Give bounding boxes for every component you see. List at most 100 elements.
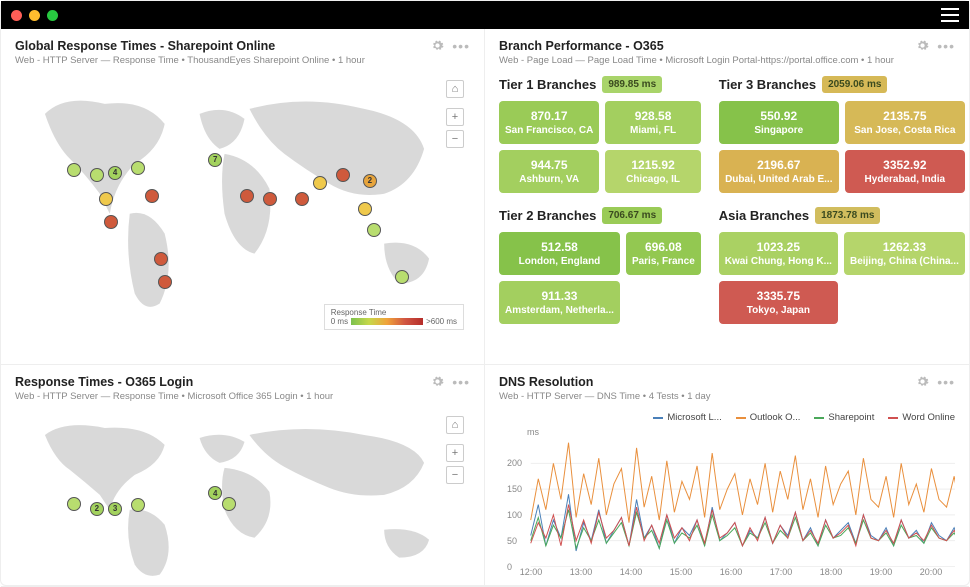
panel-global-response: Global Response Times - Sharepoint Onlin… <box>1 29 485 365</box>
panel-subtitle: Web - HTTP Server — Response Time • Thou… <box>15 55 365 66</box>
map-marker[interactable] <box>99 192 113 206</box>
menu-icon[interactable] <box>941 8 959 22</box>
tier-group: Tier 3 Branches2059.06 ms550.92Singapore… <box>719 76 965 193</box>
legend-item[interactable]: Word Online <box>888 412 955 423</box>
branch-card[interactable]: 2135.75 San Jose, Costa Rica <box>845 101 965 144</box>
map-marker[interactable] <box>295 192 309 206</box>
map-marker[interactable]: 4 <box>108 166 122 180</box>
world-map[interactable]: ⌂ + − 23 4 <box>15 410 470 580</box>
gear-icon[interactable] <box>916 39 929 52</box>
branch-card[interactable]: 870.17San Francisco, CA <box>499 101 599 144</box>
branch-card[interactable]: 2196.67Dubai, United Arab E... <box>719 150 839 193</box>
branch-value: 2135.75 <box>851 109 959 123</box>
x-tick: 17:00 <box>770 567 793 577</box>
tier-badge: 1873.78 ms <box>815 207 880 224</box>
gear-icon[interactable] <box>431 375 444 388</box>
branch-card[interactable]: 550.92Singapore <box>719 101 839 144</box>
branch-label: San Jose, Costa Rica <box>851 125 959 136</box>
map-zoom-in[interactable]: + <box>446 108 464 126</box>
more-icon[interactable]: ••• <box>452 377 470 387</box>
y-tick: 0 <box>507 562 512 572</box>
x-tick: 20:00 <box>920 567 943 577</box>
map-marker[interactable] <box>145 189 159 203</box>
panel-branch-performance: Branch Performance - O365 Web - Page Loa… <box>485 29 969 365</box>
map-marker[interactable] <box>90 168 104 182</box>
panel-title: Branch Performance - O365 <box>499 39 894 53</box>
tier-name: Tier 3 Branches <box>719 77 816 92</box>
x-tick: 14:00 <box>620 567 643 577</box>
tier-name: Tier 2 Branches <box>499 208 596 223</box>
more-icon[interactable]: ••• <box>452 41 470 51</box>
y-tick: 150 <box>507 484 522 494</box>
branch-value: 1215.92 <box>611 158 694 172</box>
gear-icon[interactable] <box>916 375 929 388</box>
map-home-icon[interactable]: ⌂ <box>446 416 464 434</box>
map-marker[interactable] <box>154 252 168 266</box>
map-marker[interactable] <box>131 161 145 175</box>
close-dot[interactable] <box>11 10 22 21</box>
x-tick: 12:00 <box>520 567 543 577</box>
branch-label: Ashburn, VA <box>505 174 593 185</box>
map-marker[interactable] <box>67 497 81 511</box>
tier-badge: 989.85 ms <box>602 76 662 93</box>
map-marker[interactable] <box>67 163 81 177</box>
branch-card[interactable]: 1262.33Beijing, China (China... <box>844 232 965 275</box>
branch-card[interactable]: 3352.92Hyderabad, India <box>845 150 965 193</box>
branch-card[interactable]: 696.08 Paris, France <box>626 232 701 275</box>
panel-subtitle: Web - HTTP Server — DNS Time • 4 Tests •… <box>499 391 711 402</box>
map-marker[interactable] <box>222 497 236 511</box>
map-zoom-out[interactable]: − <box>446 130 464 148</box>
map-marker[interactable] <box>358 202 372 216</box>
max-dot[interactable] <box>47 10 58 21</box>
panel-subtitle: Web - HTTP Server — Response Time • Micr… <box>15 391 333 402</box>
branch-card[interactable]: 911.33Amsterdam, Netherla... <box>499 281 620 324</box>
branch-card[interactable]: 1023.25Kwai Chung, Hong K... <box>719 232 838 275</box>
y-unit: ms <box>527 427 539 437</box>
legend-item[interactable]: Outlook O... <box>736 412 801 423</box>
map-marker[interactable] <box>104 215 118 229</box>
branch-label: Amsterdam, Netherla... <box>505 305 614 316</box>
min-dot[interactable] <box>29 10 40 21</box>
line-chart[interactable]: ms 05010015020012:0013:0014:0015:0016:00… <box>499 427 955 577</box>
gear-icon[interactable] <box>431 39 444 52</box>
map-marker[interactable] <box>158 275 172 289</box>
branch-card[interactable]: 3335.75Tokyo, Japan <box>719 281 838 324</box>
chart-legend: Microsoft L... Outlook O... Sharepoint Word… <box>499 412 955 423</box>
map-marker[interactable] <box>131 498 145 512</box>
branch-label: Chicago, IL <box>611 174 694 185</box>
branch-label: San Francisco, CA <box>505 125 593 136</box>
y-tick: 100 <box>507 510 522 520</box>
branch-label: Miami, FL <box>611 125 694 136</box>
map-marker[interactable]: 3 <box>108 502 122 516</box>
legend-item[interactable]: Sharepoint <box>814 412 874 423</box>
branch-label: Paris, France <box>632 256 695 267</box>
map-marker[interactable]: 7 <box>208 153 222 167</box>
branch-card[interactable]: 1215.92 Chicago, IL <box>605 150 700 193</box>
map-zoom-out[interactable]: − <box>446 466 464 484</box>
y-tick: 200 <box>507 458 522 468</box>
more-icon[interactable]: ••• <box>937 377 955 387</box>
map-marker[interactable] <box>240 189 254 203</box>
map-marker[interactable] <box>395 270 409 284</box>
map-legend: Response Time 0 ms>600 ms <box>324 304 464 330</box>
branch-label: Kwai Chung, Hong K... <box>725 256 832 267</box>
map-marker[interactable]: 2 <box>363 174 377 188</box>
map-marker[interactable]: 2 <box>90 502 104 516</box>
panel-title: Response Times - O365 Login <box>15 375 333 389</box>
world-map[interactable]: ⌂ + − Response Time 0 ms>600 ms 4 7 2 <box>15 74 470 334</box>
branch-card[interactable]: 944.75Ashburn, VA <box>499 150 599 193</box>
branch-value: 696.08 <box>632 240 695 254</box>
map-marker[interactable]: 4 <box>208 486 222 500</box>
map-marker[interactable] <box>367 223 381 237</box>
map-home-icon[interactable]: ⌂ <box>446 80 464 98</box>
panel-o365-login: Response Times - O365 Login Web - HTTP S… <box>1 365 485 587</box>
map-marker[interactable] <box>336 168 350 182</box>
legend-item[interactable]: Microsoft L... <box>653 412 721 423</box>
branch-label: London, England <box>505 256 614 267</box>
map-marker[interactable] <box>313 176 327 190</box>
map-zoom-in[interactable]: + <box>446 444 464 462</box>
more-icon[interactable]: ••• <box>937 41 955 51</box>
map-marker[interactable] <box>263 192 277 206</box>
branch-card[interactable]: 512.58London, England <box>499 232 620 275</box>
branch-card[interactable]: 928.58Miami, FL <box>605 101 700 144</box>
